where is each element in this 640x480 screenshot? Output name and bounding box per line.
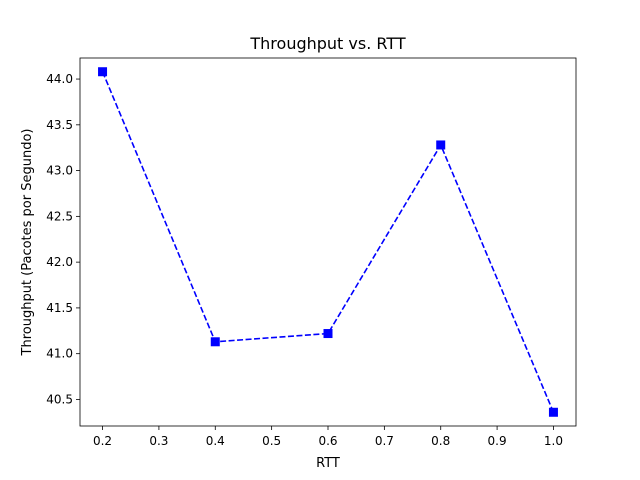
axes-frame [79,57,577,427]
y-tick-label: 43.0 [46,164,73,178]
y-tick-label: 40.5 [46,392,73,406]
data-point-marker [323,329,333,339]
data-point-marker [548,407,558,417]
y-tick-label: 44.0 [46,72,73,86]
data-point-marker [98,67,108,77]
x-tick-label: 1.0 [544,434,563,448]
y-tick-label: 43.5 [46,118,73,132]
x-tick-label: 0.4 [206,434,225,448]
data-point-marker [436,140,446,150]
x-tick-label: 0.7 [375,434,394,448]
x-tick-label: 0.2 [93,434,112,448]
x-tick-label: 0.8 [431,434,450,448]
y-tick-label: 41.0 [46,347,73,361]
x-tick-label: 0.5 [262,434,281,448]
y-tick-label: 42.5 [46,209,73,223]
series-line [101,71,555,413]
x-tick-label: 0.9 [488,434,507,448]
x-axis-label: RTT [316,456,340,471]
y-tick-label: 41.5 [46,301,73,315]
data-point-marker [210,337,220,347]
chart-title: Throughput vs. RTT [249,34,405,53]
x-tick-label: 0.3 [149,434,168,448]
y-axis-label: Throughput (Pacotes por Segundo) [20,129,35,357]
y-tick-label: 42.0 [46,255,73,269]
plot-area: 0.2 0.3 0.4 0.5 0.6 0.7 0.8 0.9 1.0 40.5 41.0 41.5 4… [46,57,577,448]
x-tick-label: 0.6 [318,434,337,448]
